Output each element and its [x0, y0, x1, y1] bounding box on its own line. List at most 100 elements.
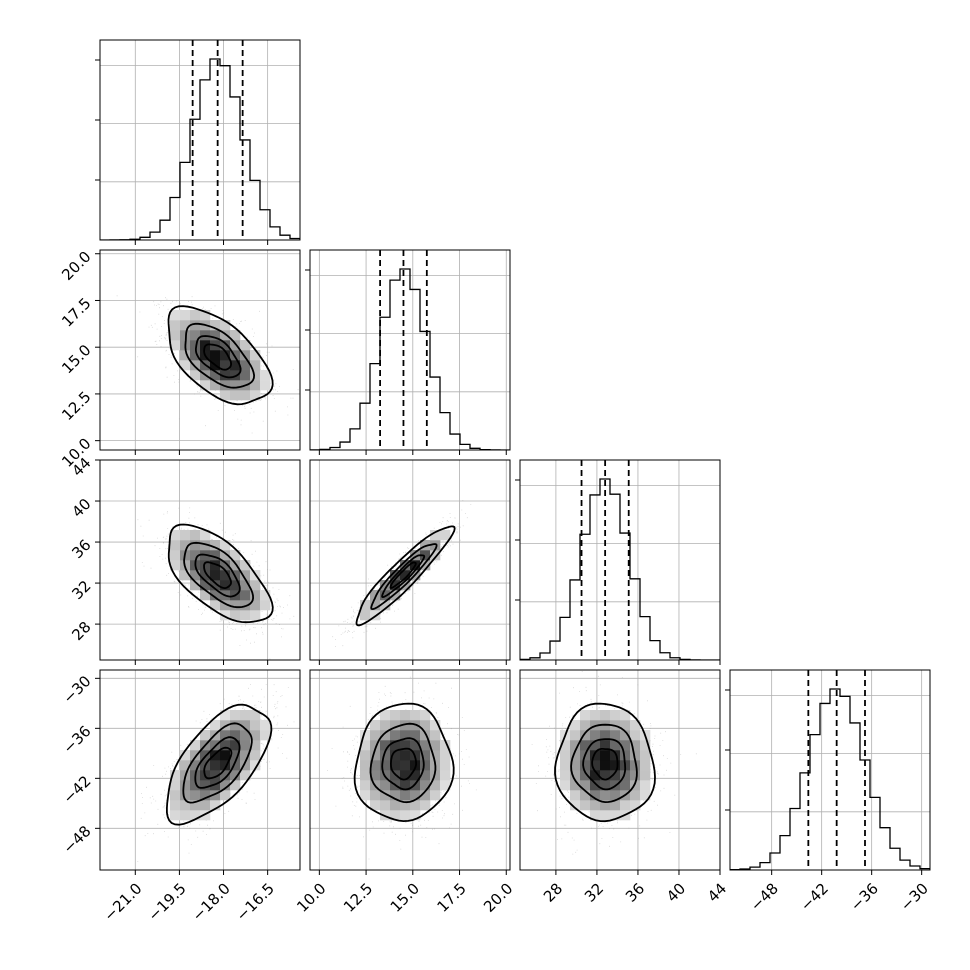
panel-3-3: −48 −42 −36 −30 [725, 669, 932, 915]
contour-3-1-3 [389, 747, 417, 781]
density-cell [630, 790, 641, 801]
density-cell [230, 720, 241, 731]
density-cell [190, 780, 201, 791]
density-cell [440, 740, 451, 751]
density-cell [190, 810, 201, 821]
density-cell [230, 600, 241, 611]
density-cell [190, 340, 201, 351]
density-cell [230, 370, 241, 381]
density-cell [440, 530, 451, 541]
panel-frame [99, 249, 301, 451]
density-cell [590, 770, 601, 781]
density-cell [640, 770, 651, 781]
density-cell [170, 340, 181, 351]
histogram-3 [730, 688, 930, 870]
x-tick-label: −19.5 [144, 880, 189, 925]
density-cell [200, 380, 211, 391]
density-cell [410, 800, 421, 811]
density-cell [440, 760, 451, 771]
density-cell [230, 710, 241, 721]
density-cell [200, 580, 211, 591]
density-cell [230, 390, 241, 401]
density-cell [220, 350, 231, 361]
density-cell [380, 590, 391, 601]
panel-3-2: 28 32 36 40 44 [519, 669, 730, 906]
density-cell [630, 750, 641, 761]
density-cell [570, 740, 581, 751]
density-cell [170, 790, 181, 801]
density-cell [360, 610, 371, 621]
x-tick-label: 17.5 [433, 880, 469, 916]
density-cell [190, 350, 201, 361]
density-cell [230, 760, 241, 771]
density-cell [230, 740, 241, 751]
density-cell [410, 740, 421, 751]
density-cell [420, 800, 431, 811]
density-cell [170, 770, 181, 781]
contour-1-0-1 [184, 322, 256, 389]
density-cell [360, 600, 371, 611]
density-cell [240, 350, 251, 361]
density-cell [640, 780, 651, 791]
density-cell [610, 750, 621, 761]
density-cell [210, 380, 221, 391]
density-cell [220, 390, 231, 401]
density-cell [420, 790, 431, 801]
density-cell [170, 540, 181, 551]
panel-frame [519, 459, 721, 661]
contour-3-2-1 [570, 723, 638, 804]
density-cell [210, 330, 221, 341]
density-cell [360, 790, 371, 801]
density-cell [590, 730, 601, 741]
density-cell [180, 570, 191, 581]
density-cell [440, 750, 451, 761]
density-cell [400, 750, 411, 761]
density-cell [640, 790, 651, 801]
density-cell [370, 790, 381, 801]
density-cell [400, 570, 411, 581]
density-cell [240, 340, 251, 351]
density-cell [390, 790, 401, 801]
density-cell [210, 320, 221, 331]
density-cell [380, 710, 391, 721]
density-cell [230, 770, 241, 781]
density-cell [400, 780, 411, 791]
y-tick-label: −36 [59, 722, 94, 757]
density-cell [400, 800, 411, 811]
density-cell [590, 740, 601, 751]
density-cell [600, 770, 611, 781]
density-cell [250, 380, 261, 391]
panel-frame [99, 669, 301, 871]
density-cell [380, 720, 391, 731]
density-cell [640, 760, 651, 771]
density-cell [590, 780, 601, 791]
density-cell [190, 310, 201, 321]
density-cell [250, 600, 261, 611]
density-cell [190, 540, 201, 551]
density-cell [200, 780, 211, 791]
density-cell [240, 770, 251, 781]
density-cell [180, 760, 191, 771]
density-cell [190, 550, 201, 561]
density-cell [190, 800, 201, 811]
density-cell [220, 330, 231, 341]
density-cell [180, 810, 191, 821]
density-cell [390, 710, 401, 721]
contour-1-0-3 [203, 343, 232, 371]
density-cell [370, 750, 381, 761]
density-cell [210, 760, 221, 771]
contour-3-1-1 [369, 722, 437, 804]
contour-1-0-0 [167, 305, 274, 406]
density-cell [570, 770, 581, 781]
density-cell [390, 730, 401, 741]
density-cell [240, 560, 251, 571]
density-cell [210, 550, 221, 561]
density-cell [220, 760, 231, 771]
density-cell [430, 740, 441, 751]
density-cell [580, 730, 591, 741]
density-cell [250, 610, 261, 621]
density-cell [170, 560, 181, 571]
panel-0-0 [95, 39, 301, 245]
density-cell [640, 750, 651, 761]
